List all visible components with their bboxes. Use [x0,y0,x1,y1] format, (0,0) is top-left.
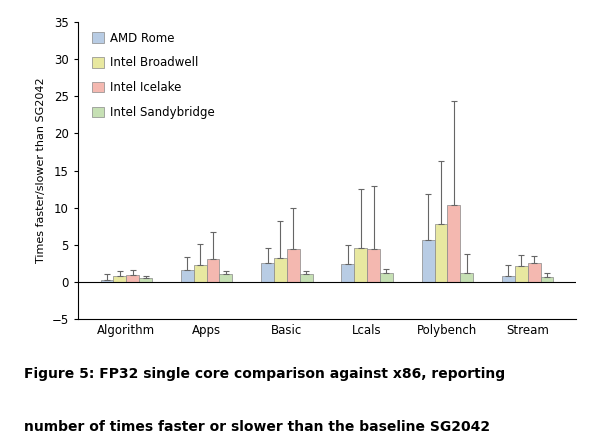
Bar [341,264,354,282]
Bar [194,265,206,282]
Bar [367,249,380,282]
Bar [541,277,553,282]
Bar [300,274,313,282]
Bar [181,270,194,282]
Bar [422,240,434,282]
Bar [287,249,300,282]
Bar [127,275,139,282]
Bar [434,224,448,282]
Bar [527,263,541,282]
Y-axis label: Times faster/slower than SG2042: Times faster/slower than SG2042 [36,78,46,264]
Bar [515,266,527,282]
Legend: AMD Rome, Intel Broadwell, Intel Icelake, Intel Sandybridge: AMD Rome, Intel Broadwell, Intel Icelake… [89,28,218,123]
Bar [139,278,152,282]
Bar [220,274,232,282]
Bar [261,263,274,282]
Bar [354,249,367,282]
Bar [460,273,473,282]
Text: number of times faster or slower than the baseline SG2042: number of times faster or slower than th… [24,420,490,434]
Bar [502,276,515,282]
Bar [380,273,393,282]
Bar [113,276,127,282]
Bar [274,258,287,282]
Bar [448,205,460,282]
Bar [101,280,113,282]
Bar [206,259,220,282]
Text: Figure 5: FP32 single core comparison against x86, reporting: Figure 5: FP32 single core comparison ag… [24,367,505,381]
